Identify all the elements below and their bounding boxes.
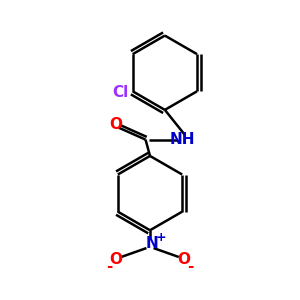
Text: O: O	[109, 117, 122, 132]
Text: +: +	[156, 231, 166, 244]
Text: NH: NH	[170, 132, 195, 147]
Text: Cl: Cl	[112, 85, 128, 100]
Text: N: N	[146, 236, 159, 251]
Text: O: O	[178, 253, 191, 268]
Text: -: -	[106, 259, 112, 274]
Text: -: -	[188, 259, 194, 274]
Text: O: O	[109, 253, 122, 268]
